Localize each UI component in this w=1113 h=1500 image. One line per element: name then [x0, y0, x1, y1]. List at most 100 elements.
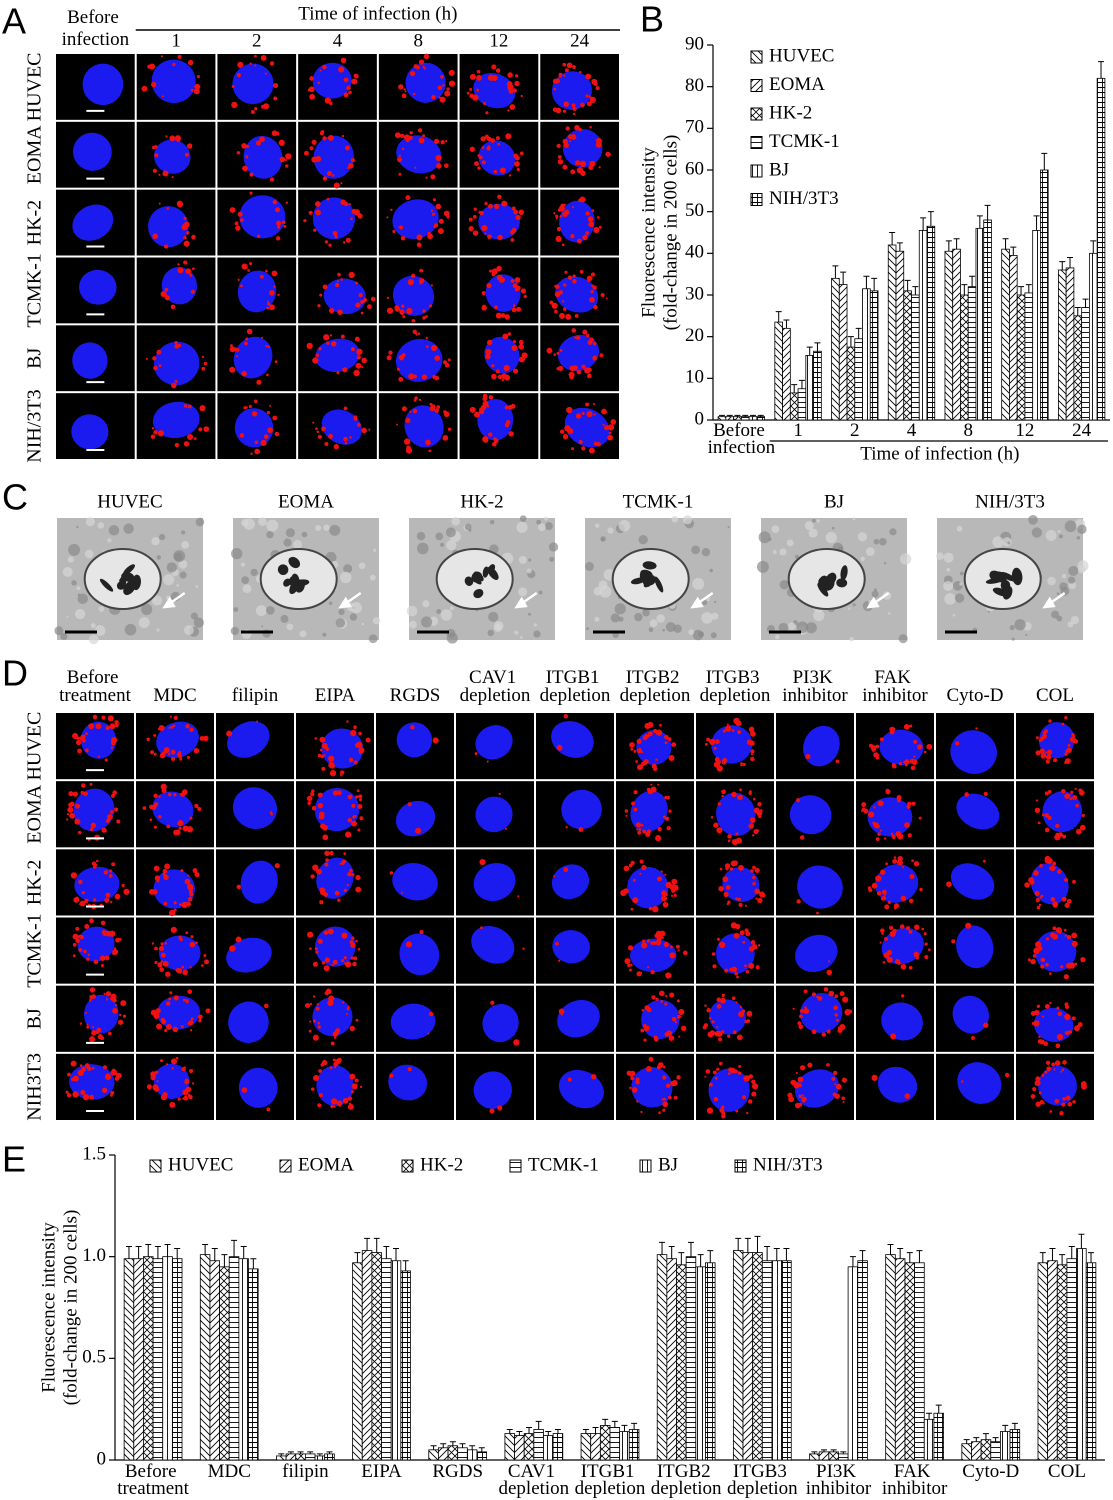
header-title: Time of infection (h) [298, 3, 457, 24]
em-texture [852, 517, 856, 521]
error-bar [916, 1250, 923, 1263]
red-particles [151, 926, 210, 977]
bar [285, 1453, 297, 1461]
column-header: 8 [413, 30, 423, 51]
em-texture [758, 531, 771, 544]
micrograph [776, 781, 854, 848]
error-bar [1041, 152, 1048, 170]
column-header: PI3K inhibitor [782, 667, 848, 706]
column-header: 24 [570, 30, 590, 51]
image-label: HK-2 [460, 491, 503, 512]
red-particles [485, 332, 528, 382]
red-particles [307, 928, 361, 972]
micrograph [776, 917, 854, 984]
em-image [406, 515, 559, 644]
red-particles [389, 1066, 412, 1078]
error-bar [757, 414, 764, 417]
nucleus [392, 199, 439, 239]
em-texture [775, 634, 780, 640]
red-particles [489, 1105, 503, 1114]
error-bar [1074, 307, 1081, 316]
em-texture [956, 525, 963, 532]
em-texture [124, 623, 137, 636]
red-particles [306, 789, 364, 841]
parasite [654, 576, 664, 593]
bar [732, 1250, 744, 1461]
bar [543, 1435, 554, 1461]
nucleus [154, 341, 200, 386]
micrograph [56, 917, 134, 984]
error-bar [231, 1239, 238, 1257]
micrograph [776, 1053, 854, 1120]
micrograph [298, 189, 377, 256]
em-texture [343, 564, 353, 574]
y-tick-label: 0 [695, 408, 705, 429]
legend-swatch [509, 1159, 522, 1173]
red-particles [310, 1057, 363, 1110]
bar [523, 1433, 535, 1461]
em-texture [98, 606, 105, 612]
nucleus [396, 135, 442, 174]
em-texture [358, 562, 366, 570]
label-line: treatment [59, 685, 131, 706]
em-texture [181, 530, 186, 535]
em-texture [487, 629, 495, 637]
nucleus [475, 796, 513, 833]
em-texture [520, 636, 523, 639]
label-line: 1 [793, 420, 803, 441]
micrograph [616, 781, 694, 848]
red-particles [314, 720, 371, 777]
em-texture [241, 576, 250, 585]
error-bar [935, 1404, 942, 1414]
bar [447, 1445, 459, 1461]
em-texture [713, 600, 717, 604]
bar [774, 321, 783, 421]
error-bar [1018, 286, 1025, 295]
error-bar [984, 204, 991, 220]
red-particles [264, 1003, 269, 1009]
em-texture [514, 630, 519, 635]
error-bar [742, 414, 749, 417]
error-bar [631, 1422, 638, 1430]
column-header: 4 [333, 30, 343, 51]
bar [904, 1262, 916, 1461]
em-texture [286, 623, 294, 631]
em-texture [179, 571, 187, 579]
em-texture [1077, 565, 1086, 574]
bar [276, 1455, 287, 1461]
micrograph [616, 985, 694, 1052]
error-bar [1059, 261, 1066, 270]
error-bar [734, 414, 741, 417]
em-texture [874, 588, 877, 592]
micrograph [856, 781, 934, 848]
parasite [840, 565, 848, 581]
legend-label: BJ [769, 159, 789, 180]
bar [983, 219, 992, 421]
bar [885, 1254, 896, 1461]
legend-swatch [750, 107, 763, 121]
em-texture [163, 574, 175, 586]
error-bar [278, 1453, 285, 1456]
red-particles [559, 402, 617, 454]
em-texture [710, 632, 717, 639]
micrograph [376, 849, 454, 916]
em-texture [190, 612, 198, 620]
label-line: CAV1 [469, 667, 521, 688]
em-texture [682, 515, 693, 525]
y-axis-label: Fluorescence intensity [38, 1222, 59, 1393]
label-line: Cyto-D [962, 1461, 1019, 1482]
bar [504, 1433, 515, 1461]
em-texture [293, 539, 303, 549]
red-particles [620, 859, 679, 913]
red-particles [860, 788, 922, 841]
micrograph [376, 713, 454, 780]
error-bar [174, 1248, 181, 1259]
bar [1009, 255, 1018, 421]
red-particles [405, 930, 424, 948]
bar [371, 1252, 382, 1461]
micrograph [696, 849, 774, 916]
em-texture [533, 630, 541, 638]
em-texture [1011, 637, 1015, 641]
bar [324, 1453, 335, 1461]
bar [1001, 248, 1010, 421]
